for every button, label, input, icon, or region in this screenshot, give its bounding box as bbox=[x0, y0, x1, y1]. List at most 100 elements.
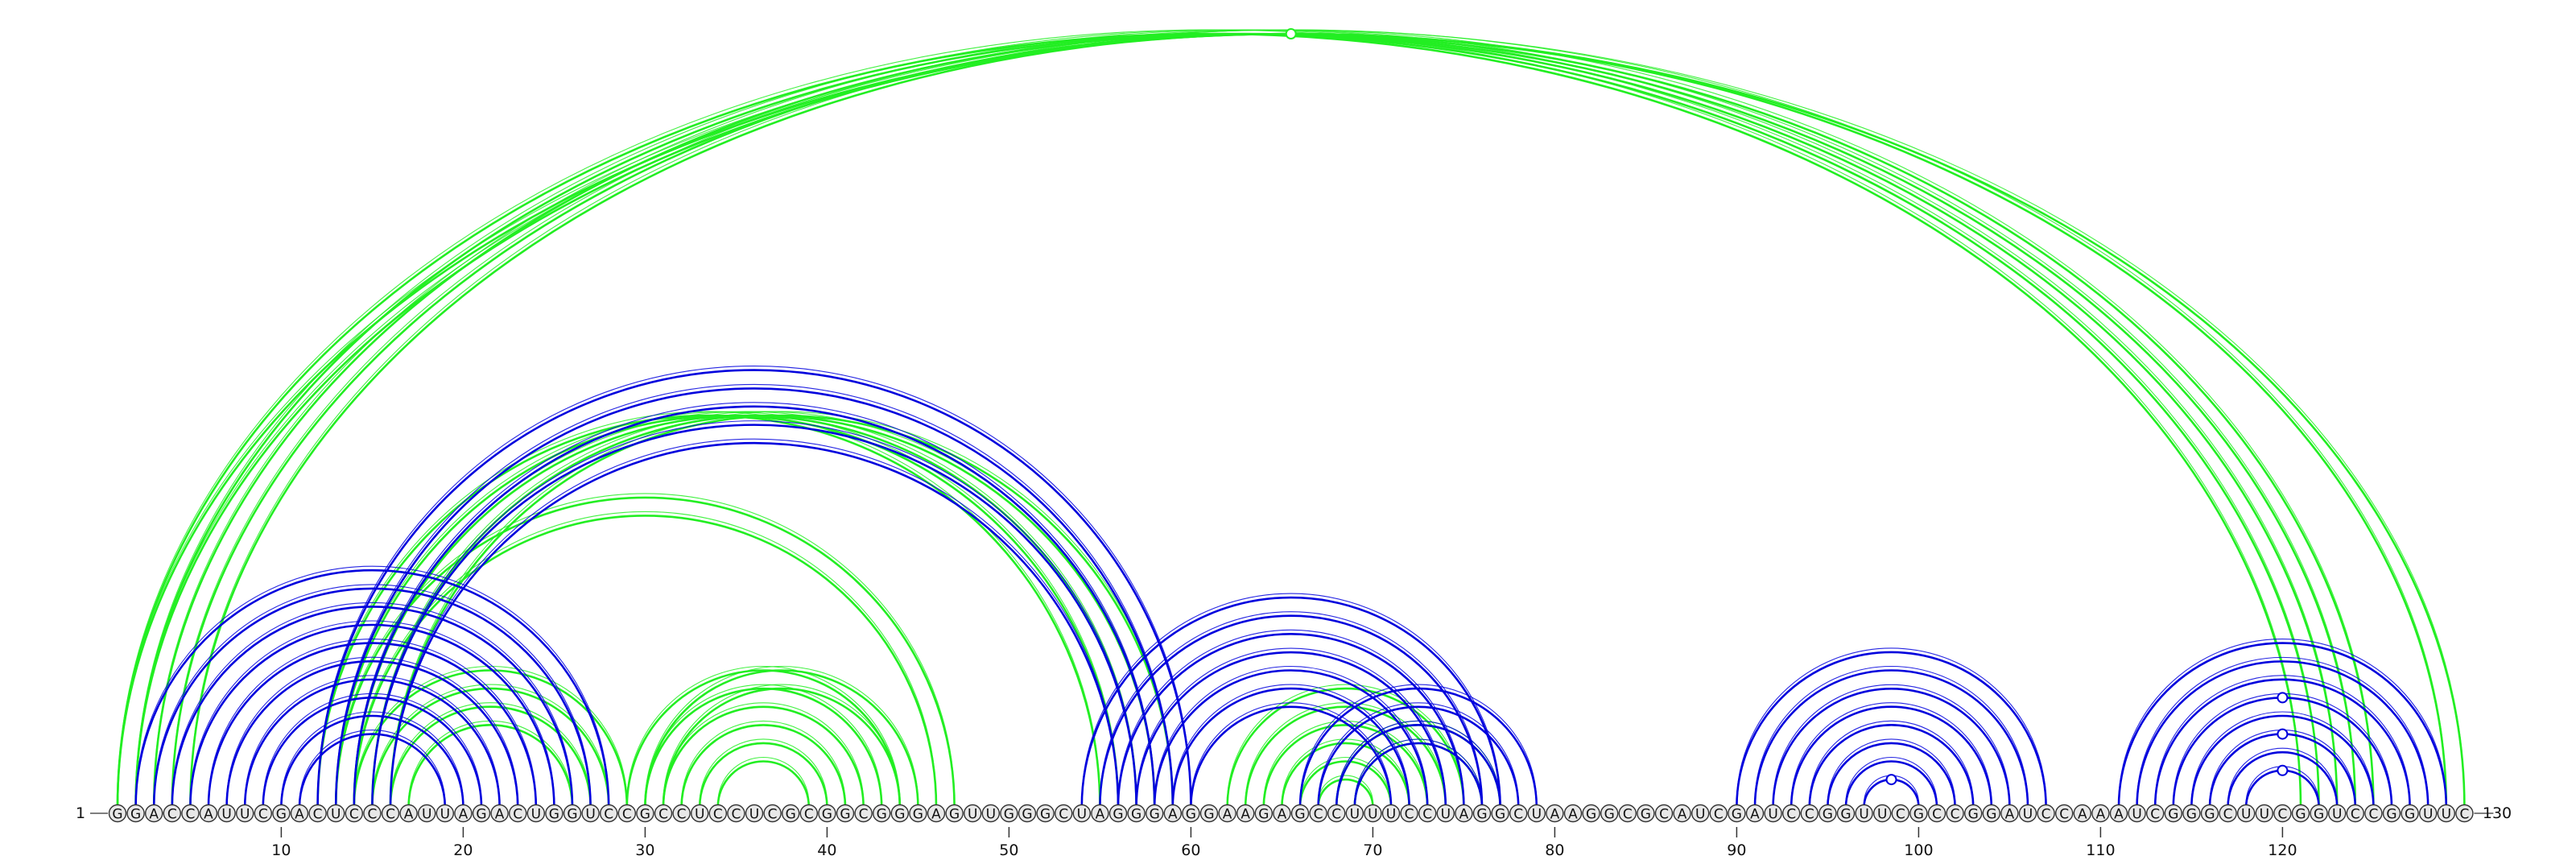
nucleotide: A bbox=[454, 804, 473, 823]
nucleotide: U bbox=[981, 804, 1001, 823]
green-base-pair-arc-double bbox=[663, 684, 901, 804]
nucleotide: G bbox=[1491, 804, 1509, 823]
nucleotide-letter: C bbox=[2277, 807, 2287, 823]
green-base-pair-arc bbox=[698, 742, 828, 808]
nucleotide-letter: C bbox=[2150, 807, 2160, 823]
nucleotide: C bbox=[1309, 804, 1327, 823]
nucleotide: C bbox=[1327, 804, 1346, 823]
nucleotide-circle bbox=[2382, 804, 2401, 823]
nucleotide-letter: C bbox=[167, 807, 177, 823]
green-base-pair-arc bbox=[389, 705, 592, 808]
nucleotide-letter: A bbox=[1550, 807, 1560, 823]
nucleotide: U bbox=[236, 804, 254, 823]
green-base-pair-arc bbox=[353, 515, 938, 808]
nucleotide-letter: U bbox=[968, 807, 977, 823]
nucleotide-letter: A bbox=[1459, 807, 1469, 823]
blue-base-pair-arc-double bbox=[1736, 647, 2047, 804]
nucleotide-letter: A bbox=[149, 807, 159, 823]
nucleotide: C bbox=[2219, 804, 2237, 823]
nucleotide-letter: C bbox=[1786, 807, 1796, 823]
green-base-pair-arc-double bbox=[644, 665, 919, 804]
nucleotide: G bbox=[1254, 804, 1274, 823]
nucleotide-letter: C bbox=[1405, 807, 1414, 823]
nucleotide-circle bbox=[181, 804, 200, 823]
nucleotide: C bbox=[1509, 804, 1528, 823]
blue-base-pair-arc-double bbox=[153, 584, 592, 804]
nucleotide-letter: G bbox=[476, 807, 486, 823]
nucleotide-letter: A bbox=[1568, 807, 1578, 823]
nucleotide-letter: G bbox=[2168, 807, 2178, 823]
nucleotide-letter: G bbox=[1476, 807, 1487, 823]
nucleotide: A bbox=[199, 804, 218, 823]
blue-base-pair-arc bbox=[334, 387, 1174, 808]
nucleotide-letter: G bbox=[2204, 807, 2215, 823]
nucleotide-circle bbox=[2291, 804, 2310, 823]
nucleotide-circle bbox=[1273, 804, 1291, 823]
nucleotide-circle bbox=[1745, 804, 1765, 823]
nucleotide: G bbox=[2291, 804, 2310, 823]
nucleotide: A bbox=[1163, 804, 1183, 823]
nucleotide-circle bbox=[1946, 804, 1964, 823]
nucleotide-letter: U bbox=[2241, 807, 2251, 823]
nucleotide-letter: C bbox=[258, 807, 268, 823]
nucleotide: G bbox=[1472, 804, 1492, 823]
nucleotide-letter: G bbox=[130, 807, 141, 823]
green-base-pair-arc bbox=[680, 724, 847, 808]
green-base-pair-arc-double bbox=[171, 29, 2356, 804]
nucleotide-circle bbox=[1309, 804, 1327, 823]
blue-base-pair-arc-double bbox=[1354, 738, 1483, 804]
nucleotide: G bbox=[1199, 804, 1219, 823]
blue-base-pair-arc bbox=[1171, 687, 1410, 808]
nucleotide-circle bbox=[1436, 804, 1455, 823]
tick-label: 10 bbox=[271, 841, 291, 857]
nucleotide: U bbox=[581, 804, 600, 823]
nucleotide: G bbox=[1127, 804, 1146, 823]
nucleotide-circle bbox=[217, 804, 236, 823]
nucleotide-circle bbox=[1563, 804, 1583, 823]
nucleotide-circle bbox=[872, 804, 891, 823]
nucleotide-letter: U bbox=[440, 807, 450, 823]
green-base-pair-arc bbox=[1262, 724, 1429, 808]
loop-marker bbox=[2277, 764, 2289, 776]
nucleotide: G bbox=[545, 804, 564, 823]
nucleotide: C bbox=[2054, 804, 2074, 823]
nucleotide: G bbox=[2401, 804, 2419, 823]
nucleotide-letter: G bbox=[276, 807, 287, 823]
nucleotide-circle bbox=[2255, 804, 2274, 823]
nucleotide-letter: G bbox=[1040, 807, 1051, 823]
nucleotide-circle bbox=[526, 804, 545, 823]
nucleotide: U bbox=[2418, 804, 2438, 823]
nucleotide-circle bbox=[909, 804, 927, 823]
nucleotide: G bbox=[782, 804, 800, 823]
nucleotide: C bbox=[2145, 804, 2165, 823]
nucleotide-circle bbox=[1582, 804, 1600, 823]
nucleotide: C bbox=[1927, 804, 1946, 823]
blue-base-pair-arc bbox=[1808, 724, 1975, 808]
nucleotide-circle bbox=[1509, 804, 1528, 823]
nucleotide: A bbox=[1745, 804, 1765, 823]
nucleotide: U bbox=[745, 804, 764, 823]
nucleotide-letter: G bbox=[822, 807, 832, 823]
blue-base-pair-arc-double bbox=[2136, 656, 2429, 804]
nucleotide-circle bbox=[2000, 804, 2019, 823]
nucleotide-circle bbox=[2145, 804, 2165, 823]
nucleotide: G bbox=[2310, 804, 2328, 823]
nucleotide-circle bbox=[381, 804, 400, 823]
green-base-pair-arc bbox=[371, 687, 610, 808]
nucleotide-circle bbox=[436, 804, 454, 823]
nucleotide: C bbox=[363, 804, 382, 823]
nucleotide: A bbox=[399, 804, 418, 823]
nucleotide-letter: U bbox=[2332, 807, 2342, 823]
blue-base-pair-arc-double bbox=[2227, 747, 2338, 804]
nucleotide-circle bbox=[126, 804, 145, 823]
nucleotide: C bbox=[1800, 804, 1819, 823]
nucleotide: U bbox=[1872, 804, 1892, 823]
green-base-pair-arc bbox=[1281, 742, 1410, 808]
nucleotide-circle bbox=[1546, 804, 1564, 823]
nucleotide-letter: G bbox=[877, 807, 887, 823]
nucleotide-circle bbox=[1327, 804, 1346, 823]
nucleotide-letter: G bbox=[1968, 807, 1979, 823]
green-base-pair-arc bbox=[134, 32, 2448, 808]
blue-base-pair-arc-double bbox=[1318, 702, 1519, 804]
nucleotide-letter: G bbox=[894, 807, 905, 823]
